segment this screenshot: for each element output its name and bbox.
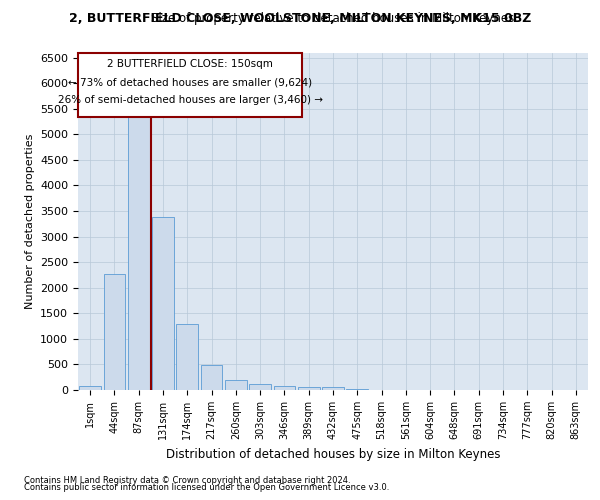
Bar (79, 386, 101, 390)
Bar (128, 112, 149, 390)
Title: Size of property relative to detached houses in Milton Keynes: Size of property relative to detached ho… (151, 12, 515, 25)
Bar (322, 388, 344, 390)
Text: Contains public sector information licensed under the Open Government Licence v3: Contains public sector information licen… (24, 484, 389, 492)
Text: 26% of semi-detached houses are larger (3,460) →: 26% of semi-detached houses are larger (… (58, 94, 323, 104)
Bar (104, 274, 125, 390)
Bar (225, 380, 247, 390)
Bar (249, 384, 271, 390)
Text: 2, BUTTERFIELD CLOSE, WOOLSTONE, MILTON KEYNES, MK15 0BZ: 2, BUTTERFIELD CLOSE, WOOLSTONE, MILTON … (69, 12, 531, 26)
Bar (298, 386, 320, 390)
Y-axis label: Number of detached properties: Number of detached properties (25, 134, 35, 309)
Bar (152, 217, 174, 390)
Bar (274, 386, 295, 390)
Text: 2 BUTTERFIELD CLOSE: 150sqm: 2 BUTTERFIELD CLOSE: 150sqm (107, 59, 273, 69)
Bar (176, 324, 198, 390)
X-axis label: Distribution of detached houses by size in Milton Keynes: Distribution of detached houses by size … (166, 448, 500, 460)
Bar (200, 366, 223, 390)
Text: ← 73% of detached houses are smaller (9,624): ← 73% of detached houses are smaller (9,… (68, 78, 312, 88)
FancyBboxPatch shape (78, 52, 302, 116)
Text: Contains HM Land Registry data © Crown copyright and database right 2024.: Contains HM Land Registry data © Crown c… (24, 476, 350, 485)
